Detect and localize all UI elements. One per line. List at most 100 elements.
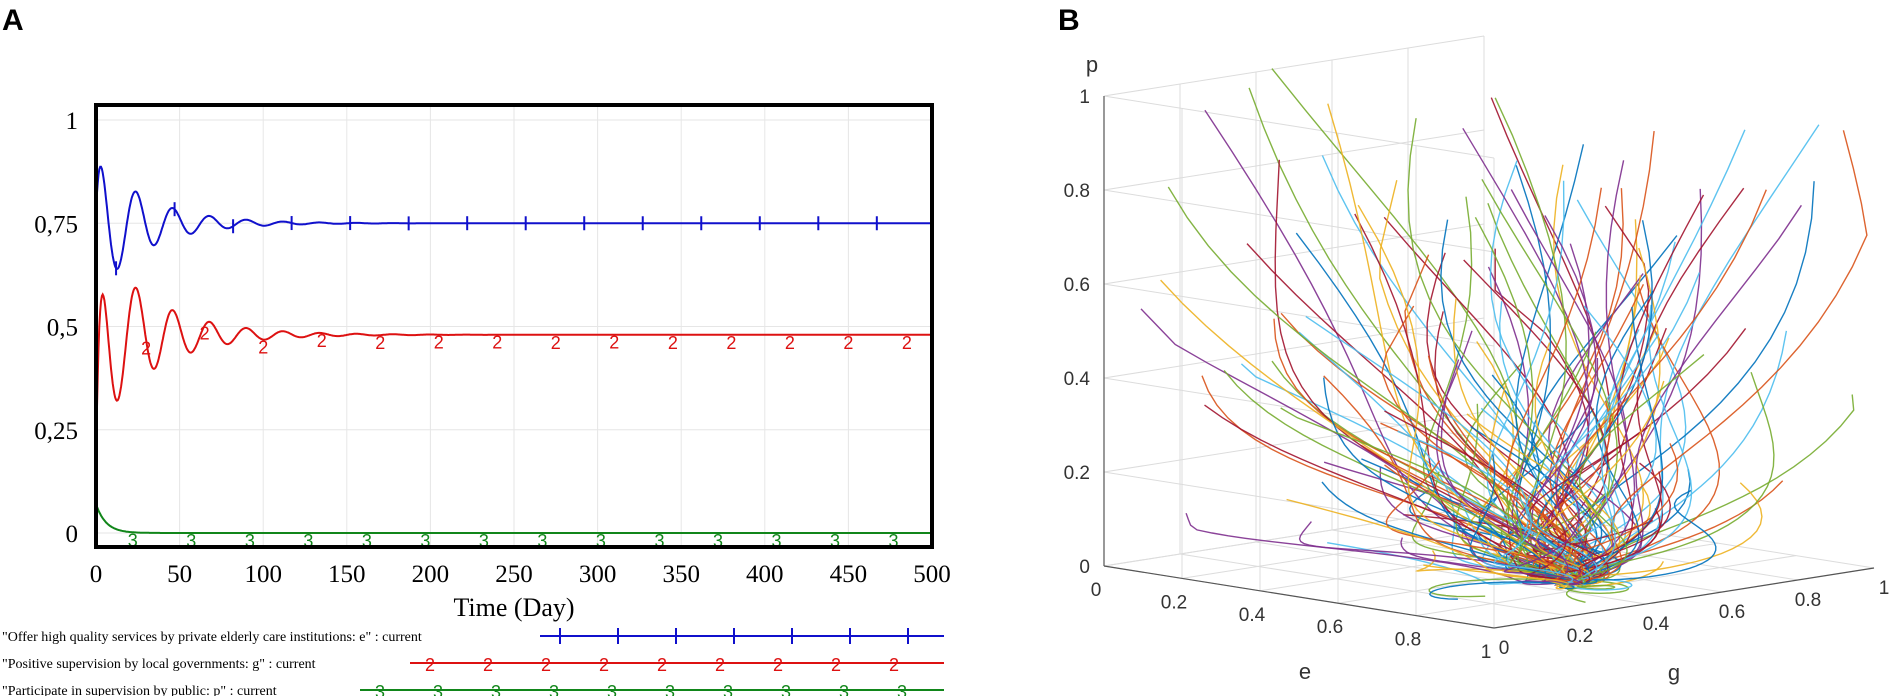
panel-a-legend-marker: 2 bbox=[715, 655, 725, 675]
panel-b-gridline bbox=[1103, 505, 1485, 567]
panel-a-series-marker: 2 bbox=[726, 333, 736, 353]
panel-a-series: 2 2 2 2 2 2 2 2 2 2 2 2 2 2 3 3 3 3 3 3 3 3 3 3 3 3 3 3 bbox=[95, 165, 932, 551]
panel-a-series-marker: 2 bbox=[785, 333, 795, 353]
panel-b-y-axis-label: g bbox=[1668, 660, 1680, 685]
panel-a-legend: "Offer high quality services by private … bbox=[2, 628, 944, 696]
panel-a-series-marker: 3 bbox=[303, 531, 313, 551]
panel-a-series-line bbox=[95, 286, 932, 463]
panel-a-y-tick-label: 0,75 bbox=[34, 211, 78, 238]
panel-b-p-tick-label: 0.4 bbox=[1064, 369, 1091, 390]
panel-b-p-tick-label: 1 bbox=[1079, 87, 1090, 108]
panel-a-x-tick-label: 300 bbox=[579, 561, 617, 588]
panel-a-series-marker: 3 bbox=[186, 531, 196, 551]
panel-a-x-tick-label: 500 bbox=[913, 561, 951, 588]
panel-a-y-tick-label: 0,5 bbox=[47, 315, 78, 342]
panel-b-gridline bbox=[1103, 129, 1485, 191]
panel-a-series-marker: 3 bbox=[245, 531, 255, 551]
panel-b-p-tick-label: 0.2 bbox=[1064, 463, 1090, 484]
panel-a-series-marker: 2 bbox=[258, 338, 268, 358]
panel-a-series-marker: 3 bbox=[771, 531, 781, 551]
panel-b-g-tick-label: 0.2 bbox=[1567, 626, 1593, 647]
panel-a-series-marker: 2 bbox=[317, 331, 327, 351]
panel-b-gridline bbox=[1103, 317, 1485, 379]
panel-b-gridline bbox=[1179, 553, 1571, 617]
panel-b-trajectory bbox=[1503, 490, 1580, 586]
panel-b-g-tick-label: 0.4 bbox=[1643, 614, 1670, 635]
panel-b-gridline bbox=[1103, 35, 1485, 97]
panel-b-gridline bbox=[1255, 541, 1647, 605]
panel-a-legend-label: "Offer high quality services by private … bbox=[2, 630, 422, 645]
panel-a-x-tick-label: 400 bbox=[746, 561, 784, 588]
panel-b-e-tick-label: 0 bbox=[1091, 580, 1102, 601]
panel-b-gridline bbox=[1103, 95, 1495, 159]
panel-b-p-tick-label: 0 bbox=[1079, 557, 1090, 578]
panel-b-e-tick-label: 1 bbox=[1481, 642, 1492, 663]
panel-a-legend-marker: 2 bbox=[541, 655, 551, 675]
panel-a-legend-marker: 2 bbox=[425, 655, 435, 675]
panel-b-e-tick-label: 0.4 bbox=[1239, 605, 1266, 626]
panel-a-legend-marker: 3 bbox=[897, 682, 907, 696]
panel-a-legend-marker: 2 bbox=[483, 655, 493, 675]
panel-a-x-tick-label: 0 bbox=[90, 561, 103, 588]
panel-b-g-tick-label: 0.6 bbox=[1719, 602, 1745, 623]
panel-a-legend-entry: "Offer high quality services by private … bbox=[2, 628, 944, 645]
panel-a-y-tick-label: 1 bbox=[66, 108, 79, 135]
panel-a-legend-marker: 3 bbox=[781, 682, 791, 696]
panel-b-gridline bbox=[1103, 283, 1495, 347]
panel-b-trajectory bbox=[1452, 298, 1579, 583]
panel-a-legend-marker: 3 bbox=[839, 682, 849, 696]
panel-a-series-line bbox=[95, 165, 932, 271]
panel-a-legend-label: "Participate in supervision by public: p… bbox=[2, 684, 277, 696]
panel-a-x-tick-label: 250 bbox=[495, 561, 533, 588]
panel-a-y-tick-label: 0 bbox=[66, 521, 79, 548]
panel-a-series-marker: 3 bbox=[830, 531, 840, 551]
panel-a-x-tick-label: 150 bbox=[328, 561, 366, 588]
panel-b-g-tick-label: 0 bbox=[1499, 638, 1510, 659]
panel-a-legend-marker: 3 bbox=[607, 682, 617, 696]
panel-a-legend-marker: 3 bbox=[665, 682, 675, 696]
panel-a-legend-marker: 3 bbox=[491, 682, 501, 696]
panel-a-series-marker: 2 bbox=[609, 333, 619, 353]
panel-a-series-marker: 2 bbox=[141, 338, 151, 358]
panel-a-series-marker: 2 bbox=[668, 333, 678, 353]
panel-a-legend-marker: 3 bbox=[433, 682, 443, 696]
panel-b-x-axis-label: e bbox=[1299, 659, 1311, 684]
panel-a-x-tick-label: 450 bbox=[830, 561, 868, 588]
panel-b-axis-line bbox=[1493, 567, 1875, 629]
panel-a-series-marker: 3 bbox=[128, 530, 138, 550]
panel-b-trajectory bbox=[1385, 460, 1578, 584]
panel-a-legend-marker: 2 bbox=[599, 655, 609, 675]
panel-b-e-tick-label: 0.8 bbox=[1395, 630, 1421, 651]
panel-a-series-marker: 3 bbox=[654, 531, 664, 551]
panel-a-ticks: 0 50 100 150 200 250 300 350 400 450 500 0 0,25 0,5 0,… bbox=[34, 108, 951, 588]
panel-a-series-marker: 2 bbox=[902, 333, 912, 353]
panel-a-series-marker: 2 bbox=[843, 333, 853, 353]
panel-b-gridline bbox=[1103, 189, 1495, 253]
panel-a-y-tick-label: 0,25 bbox=[34, 418, 78, 445]
panel-a-x-tick-label: 200 bbox=[412, 561, 450, 588]
panel-a-series-marker: 3 bbox=[713, 531, 723, 551]
panel-a-series-marker: 3 bbox=[889, 531, 899, 551]
panel-b-trajectory bbox=[1286, 498, 1573, 584]
panel-a-series-marker: 2 bbox=[200, 324, 210, 344]
panel-a-series-marker: 3 bbox=[362, 531, 372, 551]
panel-b-trajectory bbox=[1298, 521, 1576, 584]
panel-b-e-tick-label: 0.2 bbox=[1161, 592, 1187, 613]
panel-label-b: B bbox=[1058, 4, 1080, 37]
panel-a-series-marker: 3 bbox=[596, 531, 606, 551]
panel-b-trajectory bbox=[1582, 489, 1717, 585]
panel-a-legend-entry: "Participate in supervision by public: p… bbox=[2, 682, 944, 696]
panel-a-legend-marker: 2 bbox=[773, 655, 783, 675]
panel-a-legend-label: "Positive supervision by local governmen… bbox=[2, 657, 316, 672]
panel-label-a: A bbox=[2, 4, 24, 37]
panel-a-x-tick-label: 50 bbox=[167, 561, 192, 588]
panel-a-legend-entry: "Positive supervision by local governmen… bbox=[2, 655, 944, 675]
panel-a-series-marker: 3 bbox=[537, 531, 547, 551]
panel-a-x-tick-label: 350 bbox=[662, 561, 700, 588]
panel-a-legend-marker: 3 bbox=[375, 682, 385, 696]
panel-a-x-axis-label: Time (Day) bbox=[453, 593, 574, 622]
panel-b-p-tick-label: 0.6 bbox=[1064, 275, 1090, 296]
panel-b-p-tick-label: 0.8 bbox=[1064, 181, 1090, 202]
panel-a-series-marker: 2 bbox=[375, 333, 385, 353]
